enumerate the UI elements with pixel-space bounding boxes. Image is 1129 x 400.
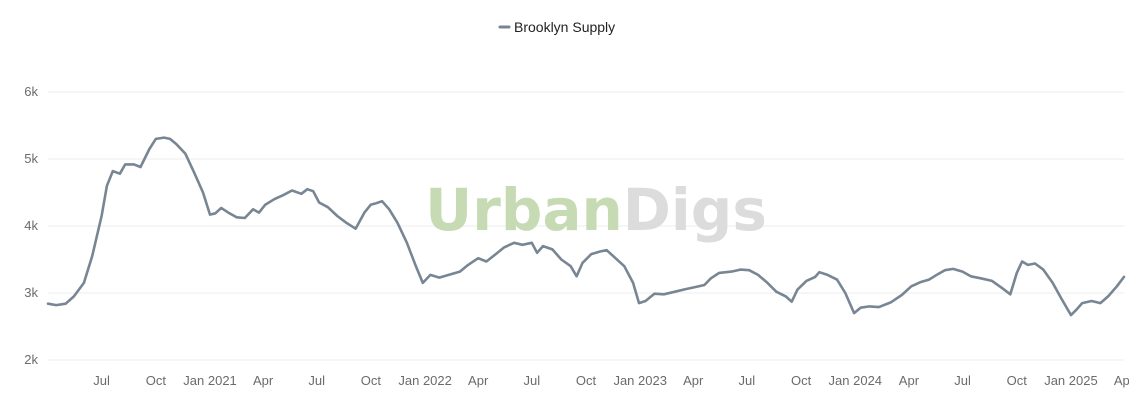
y-tick-label: 3k	[24, 285, 38, 300]
y-tick-label: 6k	[24, 84, 38, 99]
x-tick-label: Jan 2024	[829, 373, 883, 388]
x-tick-label: Oct	[791, 373, 812, 388]
x-tick-label: Apr	[253, 373, 274, 388]
series-line-brooklyn-supply	[46, 136, 1126, 317]
x-tick-label: Jan 2023	[613, 373, 667, 388]
gridlines	[48, 91, 1124, 361]
y-tick-label: 4k	[24, 218, 38, 233]
x-axis: Jul Oct Jan 2021 Apr Jul Oct Jan 2022 Apr Jul Oct…	[93, 373, 1129, 388]
legend-label: Brooklyn Supply	[514, 19, 615, 35]
y-tick-label: 5k	[24, 151, 38, 166]
x-tick-label: Jul	[954, 373, 971, 388]
watermark: UrbanDigs	[425, 176, 767, 244]
x-tick-label: Apr	[468, 373, 489, 388]
x-tick-label: Jan 2021	[183, 373, 237, 388]
x-tick-label: Oct	[146, 373, 167, 388]
x-tick-label: Apr	[899, 373, 920, 388]
x-tick-label: Oct	[1007, 373, 1028, 388]
series-layer	[46, 136, 1126, 317]
x-tick-label: Oct	[576, 373, 597, 388]
x-tick-label: Jan 2025	[1044, 373, 1098, 388]
x-tick-label: Jul	[93, 373, 110, 388]
legend[interactable]: Brooklyn Supply	[498, 19, 615, 35]
y-tick-label: 2k	[24, 352, 38, 367]
watermark-urban: Urban	[425, 176, 623, 244]
x-tick-label: Jul	[523, 373, 540, 388]
x-tick-label: Oct	[361, 373, 382, 388]
x-tick-label: Jan 2022	[398, 373, 452, 388]
x-tick-label: Apr	[1114, 373, 1129, 388]
x-tick-label: Jul	[308, 373, 325, 388]
watermark-text: UrbanDigs	[425, 176, 767, 244]
x-tick-label: Jul	[739, 373, 756, 388]
watermark-digs: Digs	[623, 176, 767, 244]
y-axis: 2k 3k 4k 5k 6k	[24, 84, 38, 367]
x-tick-label: Apr	[683, 373, 704, 388]
